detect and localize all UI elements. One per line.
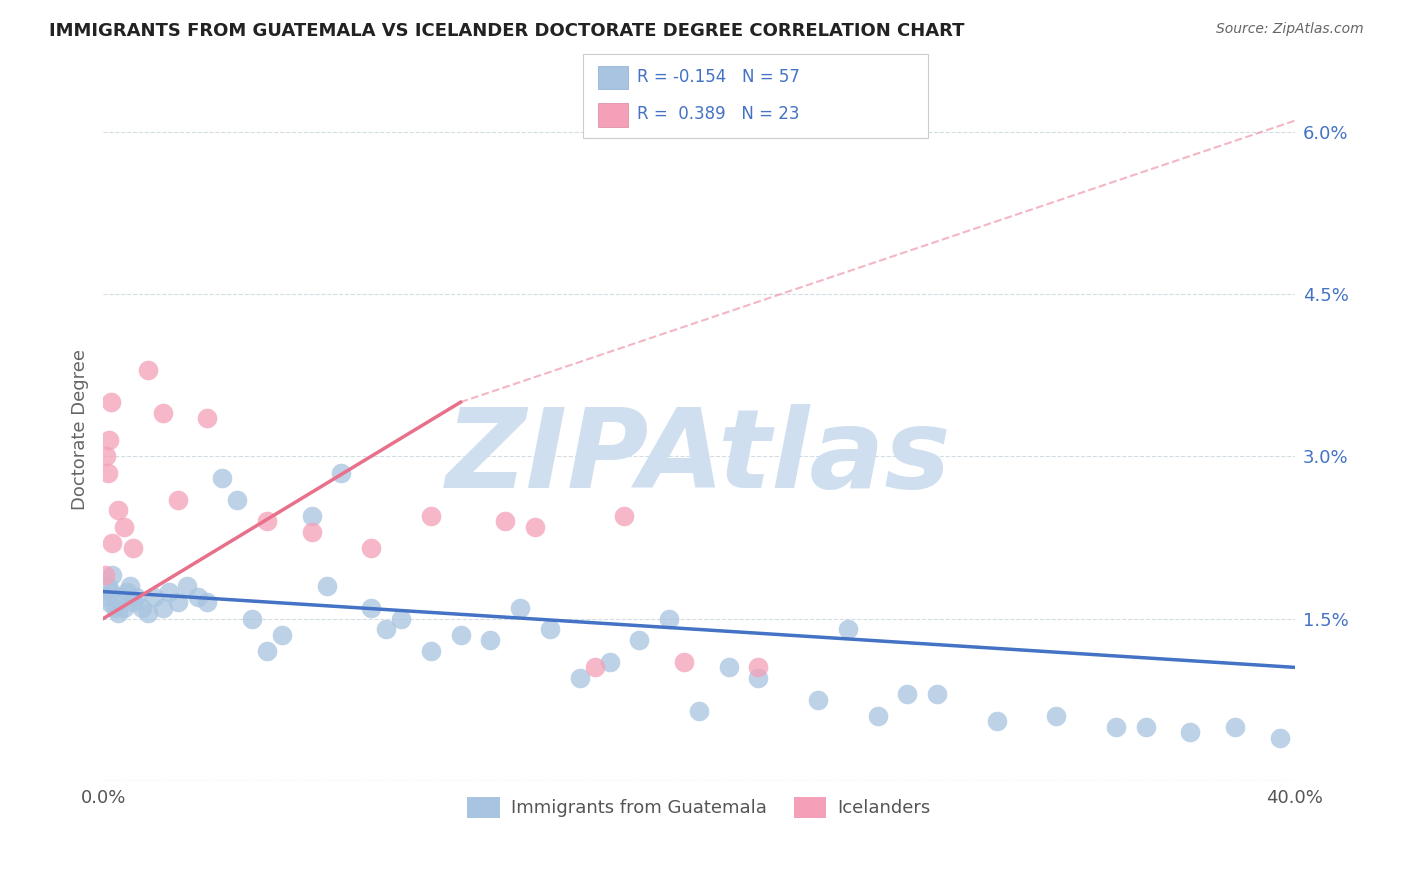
Point: [688, 704, 710, 718]
Point: [1045, 709, 1067, 723]
Text: R =  0.389   N = 23: R = 0.389 N = 23: [637, 105, 800, 123]
Point: [98, 433, 121, 447]
Point: [195, 411, 218, 425]
Point: [986, 714, 1008, 729]
Point: [100, 584, 122, 599]
Point: [672, 655, 695, 669]
Point: [538, 623, 561, 637]
Point: [166, 595, 188, 609]
Point: [613, 508, 636, 523]
Point: [101, 568, 124, 582]
Point: [270, 628, 292, 642]
Point: [94, 590, 117, 604]
Point: [583, 660, 606, 674]
Point: [747, 660, 769, 674]
Point: [927, 687, 949, 701]
Point: [112, 600, 135, 615]
Point: [125, 590, 148, 604]
Point: [107, 606, 129, 620]
Point: [747, 671, 769, 685]
Point: [240, 612, 263, 626]
Point: [104, 600, 127, 615]
Point: [1180, 725, 1202, 739]
Text: ZIPAtlas: ZIPAtlas: [446, 404, 952, 511]
Point: [389, 612, 412, 626]
Point: [479, 633, 502, 648]
Point: [450, 628, 472, 642]
Point: [94, 450, 117, 464]
Point: [97, 466, 120, 480]
Point: [315, 579, 337, 593]
Point: [122, 595, 145, 609]
Point: [256, 644, 278, 658]
Point: [717, 660, 740, 674]
Point: [1105, 720, 1128, 734]
Point: [896, 687, 918, 701]
Point: [599, 655, 621, 669]
Point: [157, 584, 180, 599]
Point: [176, 579, 198, 593]
Point: [107, 503, 129, 517]
Point: [100, 395, 122, 409]
Point: [152, 406, 174, 420]
Point: [101, 536, 124, 550]
Point: [136, 606, 159, 620]
Point: [1135, 720, 1157, 734]
Legend: Immigrants from Guatemala, Icelanders: Immigrants from Guatemala, Icelanders: [460, 789, 938, 825]
Point: [1268, 731, 1291, 745]
Text: R = -0.154   N = 57: R = -0.154 N = 57: [637, 68, 800, 86]
Point: [375, 623, 398, 637]
Point: [360, 541, 382, 556]
Point: [142, 590, 165, 604]
Point: [98, 595, 121, 609]
Text: IMMIGRANTS FROM GUATEMALA VS ICELANDER DOCTORATE DEGREE CORRELATION CHART: IMMIGRANTS FROM GUATEMALA VS ICELANDER D…: [49, 22, 965, 40]
Point: [118, 579, 141, 593]
Point: [1223, 720, 1246, 734]
Point: [837, 623, 859, 637]
Point: [122, 541, 145, 556]
Point: [211, 471, 233, 485]
Point: [360, 600, 382, 615]
Point: [301, 524, 323, 539]
Point: [568, 671, 591, 685]
Point: [131, 600, 153, 615]
Point: [97, 579, 120, 593]
Point: [195, 595, 218, 609]
Point: [187, 590, 209, 604]
Point: [112, 519, 135, 533]
Point: [110, 590, 132, 604]
Point: [524, 519, 547, 533]
Text: Source: ZipAtlas.com: Source: ZipAtlas.com: [1216, 22, 1364, 37]
Point: [166, 492, 188, 507]
Point: [115, 584, 138, 599]
Y-axis label: Doctorate Degree: Doctorate Degree: [72, 349, 89, 509]
Point: [509, 600, 531, 615]
Point: [807, 693, 830, 707]
Point: [93, 568, 115, 582]
Point: [866, 709, 889, 723]
Point: [152, 600, 174, 615]
Point: [226, 492, 249, 507]
Point: [256, 514, 278, 528]
Point: [419, 644, 441, 658]
Point: [658, 612, 681, 626]
Point: [301, 508, 323, 523]
Point: [419, 508, 441, 523]
Point: [330, 466, 353, 480]
Point: [494, 514, 516, 528]
Point: [136, 362, 159, 376]
Point: [628, 633, 651, 648]
